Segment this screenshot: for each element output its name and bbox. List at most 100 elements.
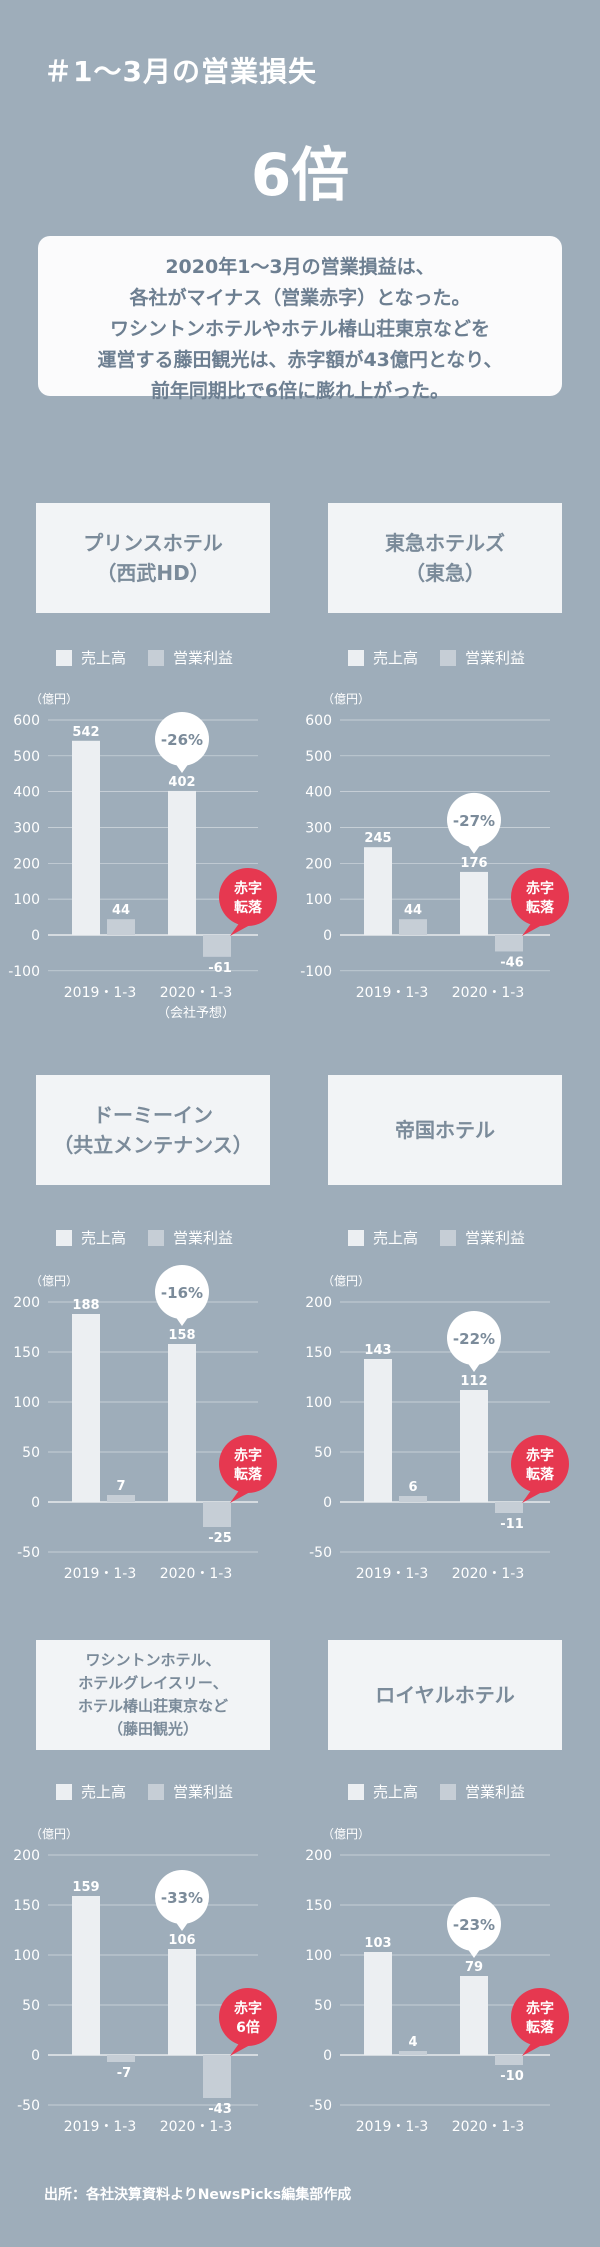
company-name: ロイヤルホテル (375, 1683, 515, 1707)
change-bubble (447, 792, 501, 847)
revenue-value-label: 143 (364, 1343, 391, 1358)
company-name: ホテル椿山荘東京など (77, 1697, 228, 1715)
x-category-label: 2019・1-3 (356, 2119, 429, 2135)
profit-value-label: 44 (112, 903, 130, 918)
legend-profit-swatch (440, 649, 457, 666)
legend-revenue-swatch (348, 1783, 364, 1800)
badge-label: 赤字 (234, 2000, 262, 2017)
revenue-value-label: 245 (364, 831, 391, 846)
badge-label: 赤字 (526, 880, 554, 897)
profit-value-label: 6 (408, 1480, 417, 1495)
y-tick-label: -100 (300, 964, 332, 980)
company-parent: （藤田観光） (107, 1720, 198, 1738)
revenue-value-label: 106 (168, 1933, 195, 1948)
source-note: 出所：各社決算資料よりNewsPicks編集部作成 (44, 2187, 352, 2203)
y-axis-label: （億円） (30, 1274, 78, 1288)
page-title: ＃1～3月の営業損失 (44, 55, 317, 88)
profit-value-label: 4 (408, 2035, 417, 2050)
y-tick-label: 50 (22, 1998, 40, 2014)
y-tick-label: 0 (323, 1495, 332, 1511)
revenue-bar (168, 790, 196, 935)
y-tick-label: 100 (13, 892, 40, 908)
legend-revenue-label: 売上高 (81, 649, 127, 667)
chart-prince: （億円） 600 500 400 300 200 100 0 -100 542 44 2019・1-3… (8, 692, 277, 1021)
legend-revenue-label: 売上高 (373, 1229, 419, 1247)
change-bubble-tail (175, 762, 189, 773)
legend-revenue-label: 売上高 (81, 1229, 127, 1247)
badge-label: 転落 (526, 2019, 555, 2036)
y-tick-label: 400 (13, 785, 40, 801)
profit-bar (107, 1495, 135, 1502)
red-badge (511, 1435, 569, 1493)
chart-tokyu: （億円） 600 500 400 300 200 100 0 -100 245 44 2019・1-3… (300, 692, 569, 1001)
red-badge (219, 1435, 277, 1493)
profit-bar (203, 934, 231, 957)
legend-profit-swatch (148, 1783, 165, 1800)
x-category-label: 2019・1-3 (356, 1566, 429, 1582)
legend-profit-label: 営業利益 (173, 649, 234, 667)
x-category-label: 2020・1-3 (160, 985, 233, 1001)
legend-profit-swatch (148, 649, 165, 666)
revenue-bar (364, 847, 392, 935)
y-tick-label: 100 (305, 1395, 332, 1411)
change-bubble (447, 1897, 501, 1951)
y-tick-label: 100 (305, 1948, 332, 1964)
change-percent-label: -16% (161, 1284, 203, 1302)
legend-revenue-label: 売上高 (81, 1783, 127, 1801)
legend-revenue-swatch (56, 1783, 72, 1800)
revenue-bar (460, 871, 488, 935)
y-axis-label: （億円） (322, 1274, 370, 1288)
company-parent: （西武HD） (96, 561, 210, 585)
description-line: 運営する藤田観光は、赤字額が43億円となり、 (97, 349, 503, 371)
x-category-label: 2020・1-3 (452, 2119, 525, 2135)
change-bubble-tail (467, 1948, 481, 1958)
profit-value-label: 44 (404, 903, 422, 918)
change-bubble-tail (175, 1921, 189, 1931)
profit-value-label: -11 (500, 1517, 524, 1532)
description-line: 2020年1～3月の営業損益は、 (165, 256, 435, 278)
revenue-value-label: 79 (465, 1960, 483, 1975)
y-tick-label: -50 (17, 2098, 40, 2114)
y-axis-label: （億円） (322, 692, 370, 706)
revenue-value-label: 158 (168, 1328, 195, 1343)
y-tick-label: 300 (305, 820, 332, 836)
legend: 売上高 営業利益 (56, 1781, 233, 1802)
y-tick-label: 0 (323, 2048, 332, 2064)
y-tick-label: 50 (22, 1445, 40, 1461)
legend-profit-swatch (440, 1783, 457, 1800)
change-bubble (447, 1311, 501, 1365)
y-axis-label: （億円） (322, 1827, 370, 1841)
company-card-dormy-inn: ドーミーイン （共立メンテナンス） (36, 1075, 270, 1185)
revenue-bar (72, 740, 100, 935)
company-parent: （共立メンテナンス） (53, 1133, 253, 1157)
badge-label: 赤字 (234, 1447, 262, 1464)
red-badge (219, 1988, 277, 2046)
revenue-bar (460, 1976, 488, 2055)
description-box: 2020年1～3月の営業損益は、 各社がマイナス（営業赤字）となった。 ワシント… (38, 236, 562, 402)
y-tick-label: -50 (17, 1545, 40, 1561)
profit-value-label: 7 (116, 1479, 125, 1494)
profit-bar (399, 1496, 427, 1502)
y-tick-label: 0 (323, 928, 332, 944)
y-tick-label: 200 (305, 856, 332, 872)
change-percent-label: -33% (161, 1889, 203, 1907)
y-tick-label: 0 (31, 2048, 40, 2064)
description-line: ワシントンホテルやホテル椿山荘東京などを (109, 318, 490, 340)
revenue-value-label: 112 (460, 1374, 487, 1389)
y-axis-label: （億円） (30, 1827, 78, 1841)
badge-label: 赤字 (526, 1447, 554, 1464)
y-tick-label: 50 (314, 1998, 332, 2014)
x-category-label: 2020・1-3 (160, 2119, 233, 2135)
legend-revenue-label: 売上高 (373, 1783, 419, 1801)
y-tick-label: 500 (13, 749, 40, 765)
company-name: プリンスホテル (83, 531, 223, 555)
description-line: 前年同期比で6倍に膨れ上がった。 (150, 380, 450, 402)
profit-bar (399, 919, 427, 935)
y-tick-label: 200 (13, 1848, 40, 1864)
legend-profit-label: 営業利益 (465, 649, 526, 667)
revenue-value-label: 542 (72, 725, 99, 740)
change-bubble (155, 711, 209, 766)
change-bubble (155, 1265, 209, 1319)
company-card-fujita-kanko: ワシントンホテル、 ホテルグレイスリー、 ホテル椿山荘東京など （藤田観光） (36, 1640, 270, 1750)
change-bubble-tail (175, 1316, 189, 1326)
